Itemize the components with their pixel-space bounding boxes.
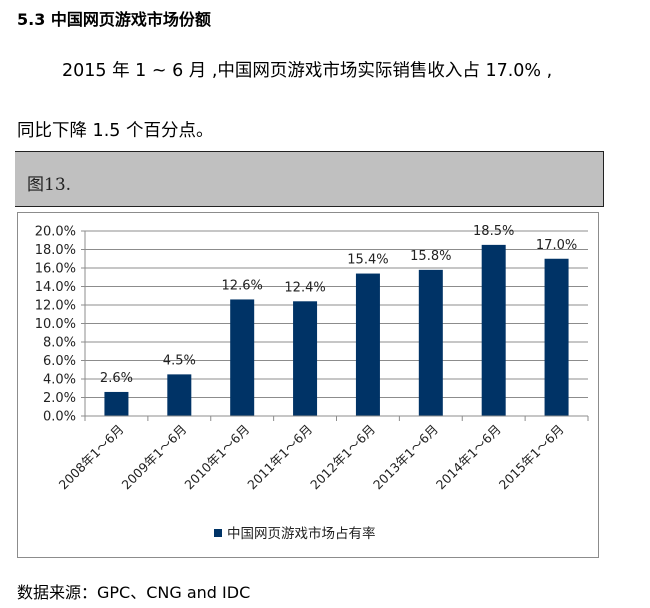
bar (230, 299, 255, 416)
y-tick-label: 4.0% (43, 373, 76, 388)
section-heading: 5.3 中国网页游戏市场份额 (17, 10, 211, 29)
legend-swatch (214, 529, 222, 537)
legend-label: 中国网页游戏市场占有率 (227, 525, 376, 542)
bar (418, 269, 443, 416)
data-label: 18.5% (473, 224, 514, 239)
y-axis-ticks: 0.0% 2.0% 4.0% 6.0% 8.0% 10.0% 12.0% 14.0% 16.0%… (35, 225, 76, 425)
bar (481, 244, 506, 416)
figure-caption-band: 图13. (15, 151, 604, 207)
figure-caption: 图13. (27, 175, 72, 195)
data-label: 12.4% (284, 280, 325, 295)
y-tick-label: 20.0% (35, 225, 76, 240)
data-label: 12.6% (222, 278, 263, 293)
legend: 中国网页游戏市场占有率 (214, 525, 376, 542)
data-source: 数据来源：GPC、CNG and IDC (17, 583, 251, 602)
x-tick-label: 2014年1～6月 (433, 422, 504, 493)
paragraph-line-1: 2015 年 1 ~ 6 月 ,中国网页游戏市场实际销售收入占 17.0% , (62, 61, 553, 81)
x-tick-label: 2010年1～6月 (181, 422, 252, 493)
data-label: 15.4% (347, 253, 388, 268)
x-axis: 2008年1～6月2009年1～6月2010年1～6月2011年1～6月2012… (56, 415, 589, 493)
x-tick-label: 2011年1～6月 (244, 422, 315, 493)
x-tick-label: 2013年1～6月 (370, 422, 441, 493)
x-tick-label: 2008年1～6月 (56, 422, 127, 493)
x-tick-label: 2012年1～6月 (307, 422, 378, 493)
y-tick-label: 12.0% (35, 299, 76, 314)
y-tick-label: 18.0% (35, 243, 76, 258)
bar (167, 374, 192, 416)
data-label: 15.8% (410, 249, 451, 264)
y-tick-label: 8.0% (43, 336, 76, 351)
bar (355, 273, 380, 416)
paragraph-line-2: 同比下降 1.5 个百分点。 (17, 121, 214, 141)
y-tick-label: 2.0% (43, 391, 76, 406)
y-tick-label: 0.0% (43, 410, 76, 425)
x-tick-label: 2009年1～6月 (119, 422, 190, 493)
gridlines (81, 230, 588, 417)
bar (104, 391, 129, 416)
y-tick-label: 6.0% (43, 354, 76, 369)
data-label: 4.5% (163, 353, 196, 368)
y-tick-label: 16.0% (35, 262, 76, 277)
bar (544, 258, 569, 416)
data-label: 17.0% (536, 238, 577, 253)
x-tick-label: 2015年1～6月 (496, 422, 567, 493)
y-tick-label: 10.0% (35, 317, 76, 332)
bars (104, 244, 569, 416)
data-labels: 2.6% 4.5% 12.6% 12.4% 15.4% 15.8% 18.5% 17.0% (100, 224, 577, 386)
bar-chart: 0.0% 2.0% 4.0% 6.0% 8.0% 10.0% 12.0% 14.0% 16.0%… (17, 212, 599, 558)
data-label: 2.6% (100, 371, 133, 386)
chart-canvas: 0.0% 2.0% 4.0% 6.0% 8.0% 10.0% 12.0% 14.0% 16.0%… (35, 224, 589, 542)
bar (293, 301, 318, 416)
y-tick-label: 14.0% (35, 280, 76, 295)
